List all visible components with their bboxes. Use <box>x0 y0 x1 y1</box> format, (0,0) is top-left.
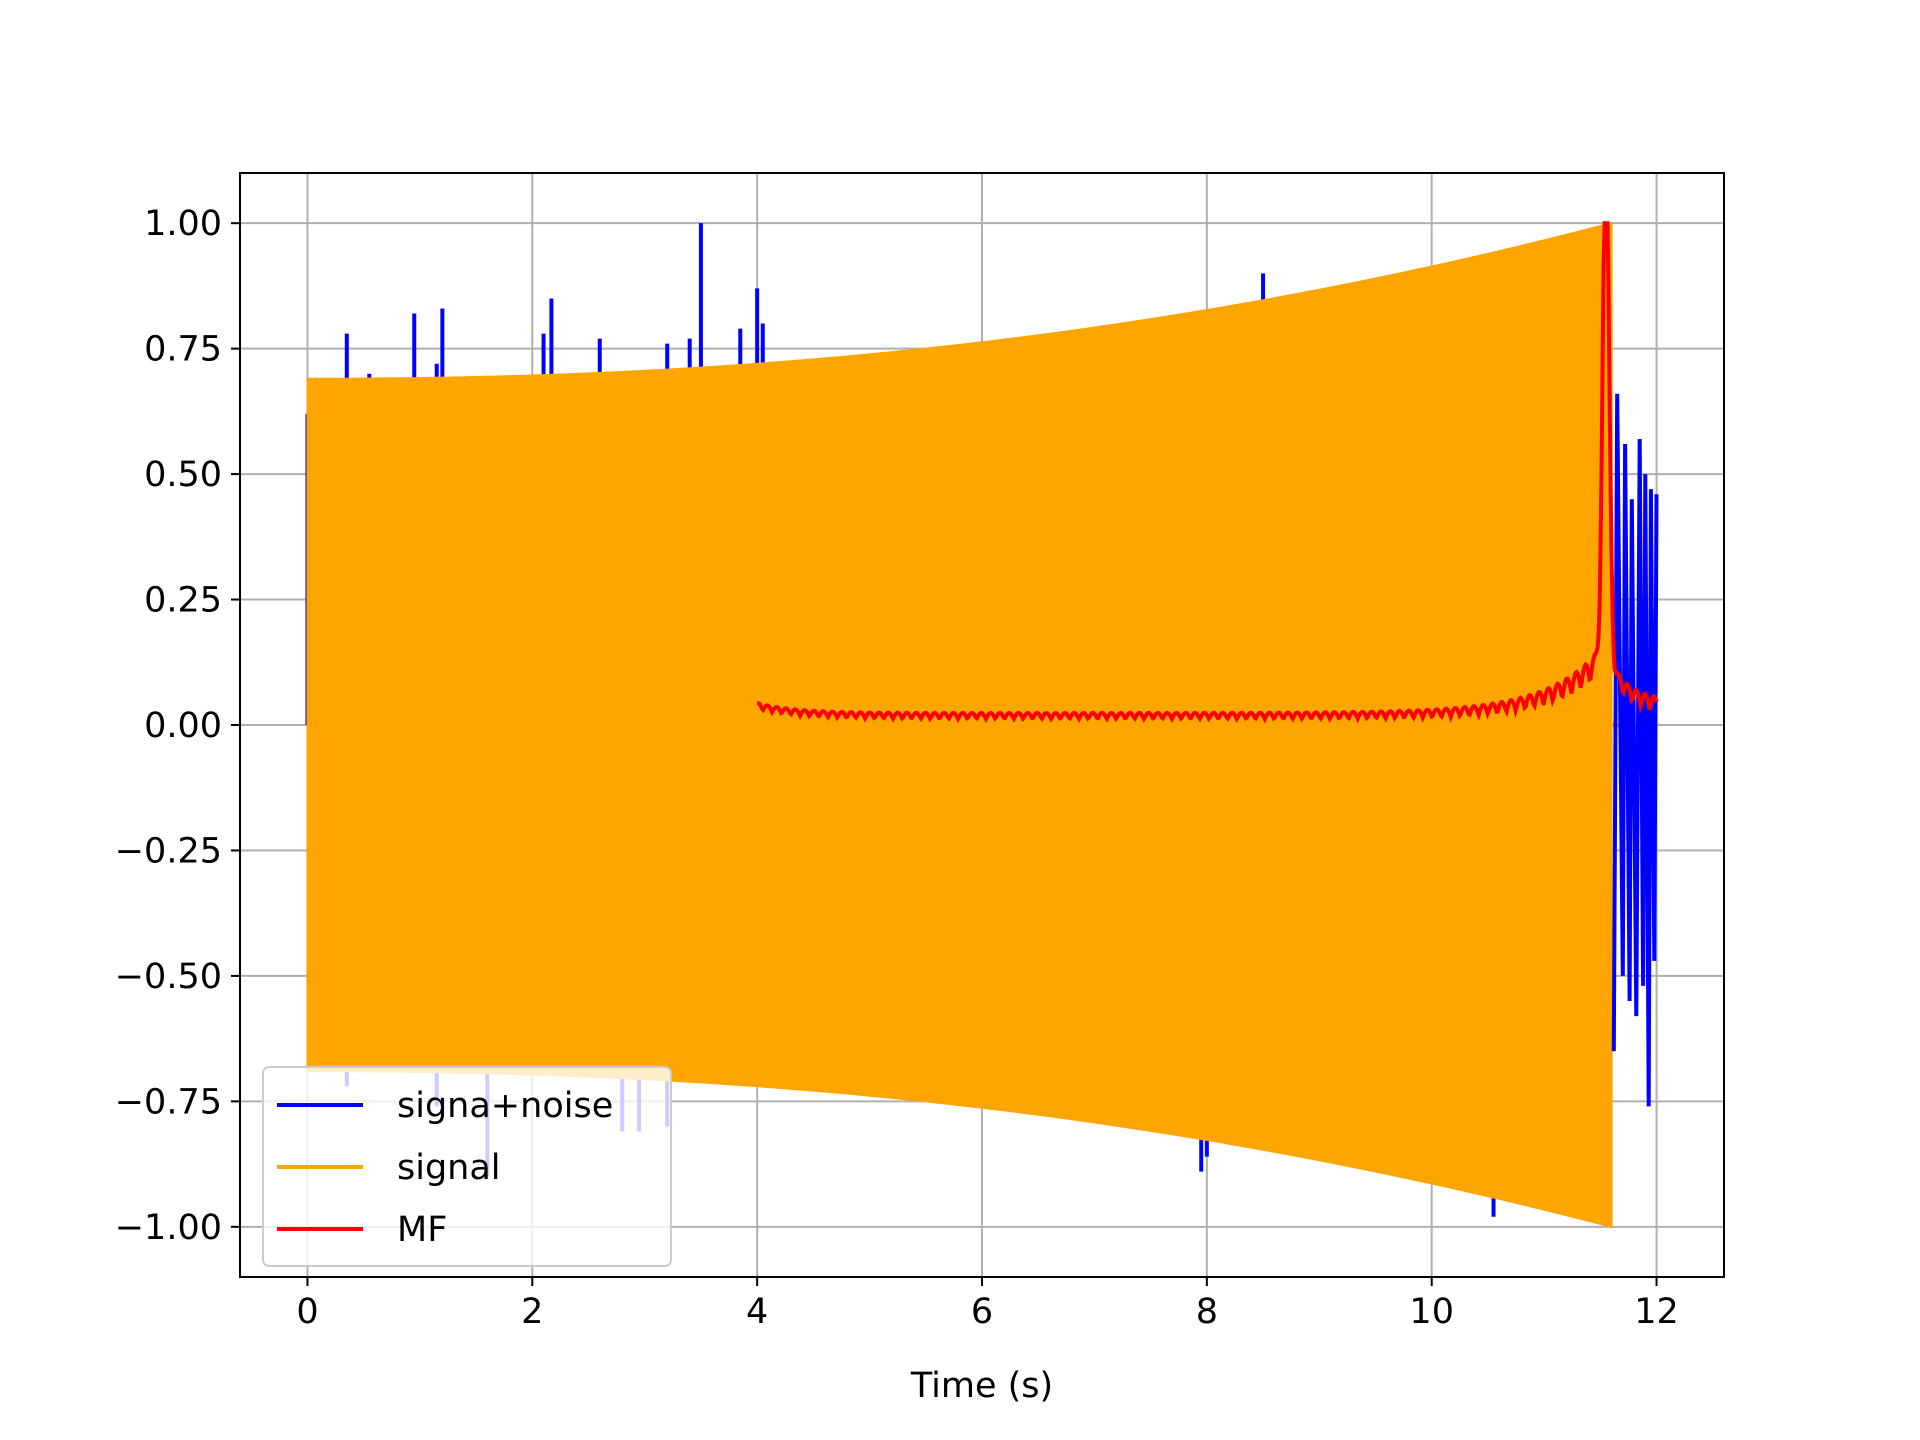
axis-ticks: 0 2 4 6 8 10 12 1.00 0.75 0.50 0.25 0.00 −0.25 −0.50 −… <box>115 204 1679 1332</box>
y-tick-label: 0.50 <box>144 455 222 495</box>
legend: signa+noise signal MF <box>262 1066 672 1267</box>
y-tick-label: 0.00 <box>144 706 222 746</box>
mf-line <box>757 221 1659 724</box>
y-tick-label: −0.25 <box>115 831 222 871</box>
noise-burst <box>1611 393 1659 1107</box>
y-tick-label: 1.00 <box>144 204 222 244</box>
x-axis-label: Time (s) <box>910 1366 1053 1406</box>
legend-label: signal <box>397 1148 501 1188</box>
x-tick-label: 4 <box>746 1292 768 1332</box>
y-tick-label: 0.75 <box>144 330 222 370</box>
signal-band <box>306 221 1613 1229</box>
y-tick-label: 0.25 <box>144 581 222 621</box>
y-tick-label: −0.50 <box>115 957 222 997</box>
x-tick-label: 12 <box>1634 1292 1679 1332</box>
legend-label: signa+noise <box>397 1086 613 1126</box>
legend-label: MF <box>397 1210 447 1250</box>
plot-series <box>305 221 1659 1229</box>
x-tick-label: 6 <box>971 1292 993 1332</box>
y-tick-label: −1.00 <box>115 1208 222 1248</box>
x-tick-label: 2 <box>521 1292 543 1332</box>
x-tick-label: 8 <box>1196 1292 1218 1332</box>
legend-box <box>262 1066 672 1267</box>
x-tick-label: 10 <box>1409 1292 1454 1332</box>
y-tick-label: −0.75 <box>115 1082 222 1122</box>
x-tick-label: 0 <box>296 1292 318 1332</box>
